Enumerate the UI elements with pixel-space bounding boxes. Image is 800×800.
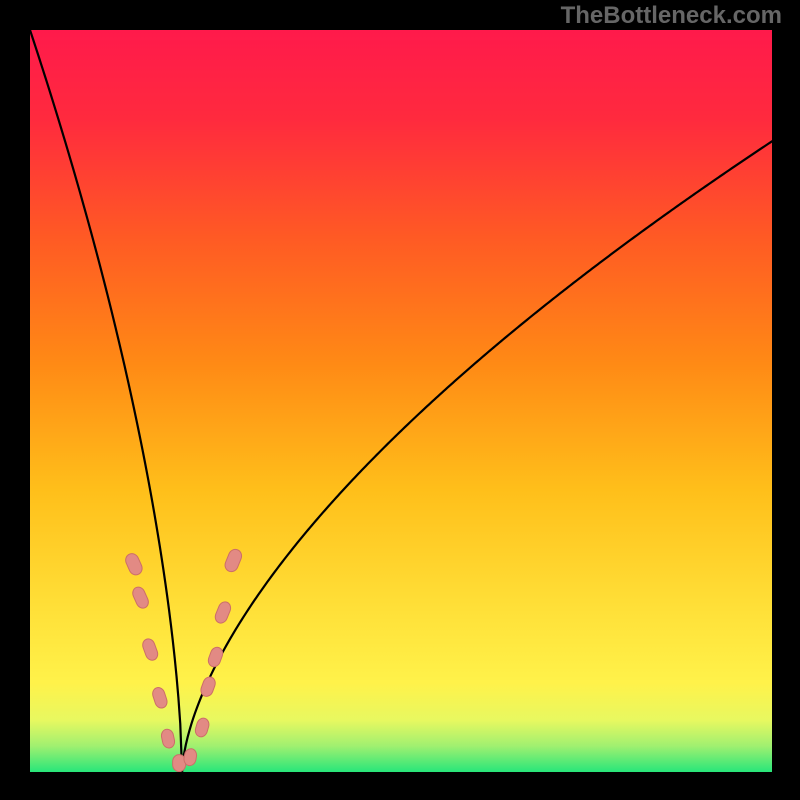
plot-svg	[30, 30, 772, 772]
gradient-background	[30, 30, 772, 772]
watermark-text: TheBottleneck.com	[561, 2, 782, 30]
plot-area	[30, 30, 772, 772]
root: TheBottleneck.com	[0, 0, 800, 800]
